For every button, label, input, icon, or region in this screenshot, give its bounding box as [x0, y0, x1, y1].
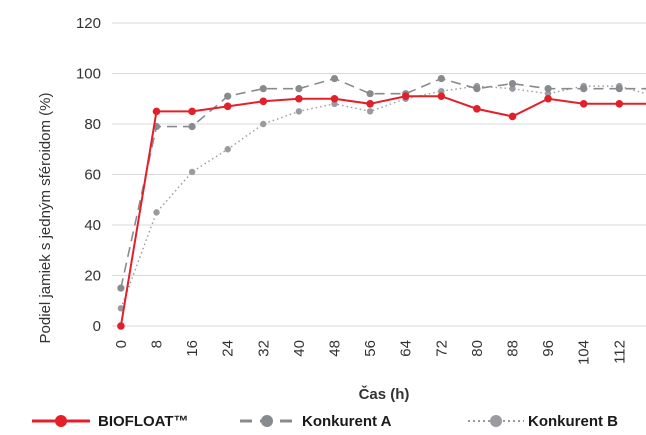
x-axis-ticks: 0816243240485664728088961041121	[113, 340, 628, 365]
x-axis-title: Čas (h)	[359, 385, 410, 403]
x-tick-label: 56	[362, 340, 379, 357]
data-point	[437, 74, 445, 83]
data-point	[295, 108, 303, 115]
x-tick-label: 112	[611, 340, 628, 364]
y-tick-label: 100	[76, 66, 101, 83]
series-layer	[117, 74, 646, 330]
data-point	[330, 94, 339, 103]
x-tick-label: 16	[184, 340, 201, 357]
y-tick-label: 60	[84, 167, 101, 184]
legend-swatch-solid-icon	[32, 415, 90, 427]
data-point	[366, 100, 374, 108]
y-tick-label: 20	[84, 268, 101, 285]
data-point	[295, 94, 303, 103]
y-axis-ticks: 0 20 40 60 80 100 120	[76, 15, 101, 335]
legend-label-konkurent-b: Konkurent B	[528, 412, 618, 430]
x-tick-label: 48	[327, 340, 344, 357]
series-line	[119, 95, 646, 327]
data-point	[224, 92, 232, 100]
x-tick-label: 80	[469, 340, 486, 357]
data-point	[188, 107, 196, 116]
data-point	[509, 85, 516, 92]
data-point	[580, 85, 588, 93]
data-point	[259, 97, 268, 106]
series-solid	[117, 92, 646, 330]
legend-swatch-dotted-icon	[468, 415, 524, 427]
x-tick-label: 24	[220, 340, 237, 357]
legend-item-konkurent-a: Konkurent A	[238, 408, 391, 434]
legend: BIOFLOAT™ Konkurent A Konkurent B	[0, 408, 646, 434]
x-tick-label: 88	[505, 340, 522, 357]
data-point	[401, 92, 410, 101]
y-tick-label: 40	[84, 217, 101, 234]
data-point	[508, 80, 517, 88]
series-dashed	[117, 74, 646, 292]
line-chart: 0 20 40 60 80 100 120 0 8 16 24 32 40 48 56 64 72 80 88 96…	[37, 15, 646, 403]
data-point	[188, 122, 196, 131]
data-point	[366, 108, 374, 115]
x-tick-label: 40	[291, 340, 308, 357]
data-point	[579, 100, 588, 108]
data-point	[544, 94, 552, 103]
data-point	[153, 209, 160, 216]
data-point	[117, 322, 125, 330]
x-tick-label: 104	[576, 340, 593, 365]
y-tick-label: 0	[93, 318, 101, 335]
legend-item-biofloat: BIOFLOAT™	[30, 408, 189, 434]
x-tick-label: 64	[398, 340, 415, 357]
legend-item-konkurent-b: Konkurent B	[466, 408, 618, 434]
data-point	[508, 112, 517, 121]
series-line	[120, 77, 646, 289]
legend-swatch-dashed-icon	[240, 415, 294, 427]
data-point	[330, 74, 339, 83]
data-point	[259, 85, 267, 93]
data-point	[295, 85, 303, 93]
series-dotted	[117, 82, 646, 312]
data-point	[331, 100, 338, 108]
data-point	[260, 120, 267, 128]
data-point	[473, 105, 481, 113]
y-axis-title: Podiel jamiek s jedným sféroidom (%)	[37, 93, 54, 344]
data-point	[615, 100, 624, 108]
data-point	[473, 85, 481, 93]
data-point	[223, 102, 232, 111]
y-tick-label: 120	[76, 15, 101, 32]
data-point	[438, 87, 445, 95]
x-tick-label: 8	[149, 340, 166, 348]
x-tick-label: 72	[433, 340, 450, 357]
data-point	[366, 90, 374, 98]
data-point	[544, 85, 552, 93]
data-point	[224, 146, 231, 153]
data-point	[544, 90, 552, 97]
x-tick-label: 96	[540, 340, 557, 357]
legend-label-biofloat: BIOFLOAT™	[98, 412, 189, 430]
x-tick-label: 0	[113, 340, 130, 348]
data-point	[437, 92, 446, 101]
gridlines	[112, 22, 646, 327]
x-tick-label: 32	[255, 340, 272, 357]
data-point	[117, 305, 125, 312]
data-point	[615, 85, 623, 93]
data-point	[117, 284, 125, 292]
data-point	[152, 107, 161, 116]
y-tick-label: 80	[84, 116, 101, 133]
data-point	[188, 168, 196, 176]
legend-label-konkurent-a: Konkurent A	[302, 412, 392, 430]
